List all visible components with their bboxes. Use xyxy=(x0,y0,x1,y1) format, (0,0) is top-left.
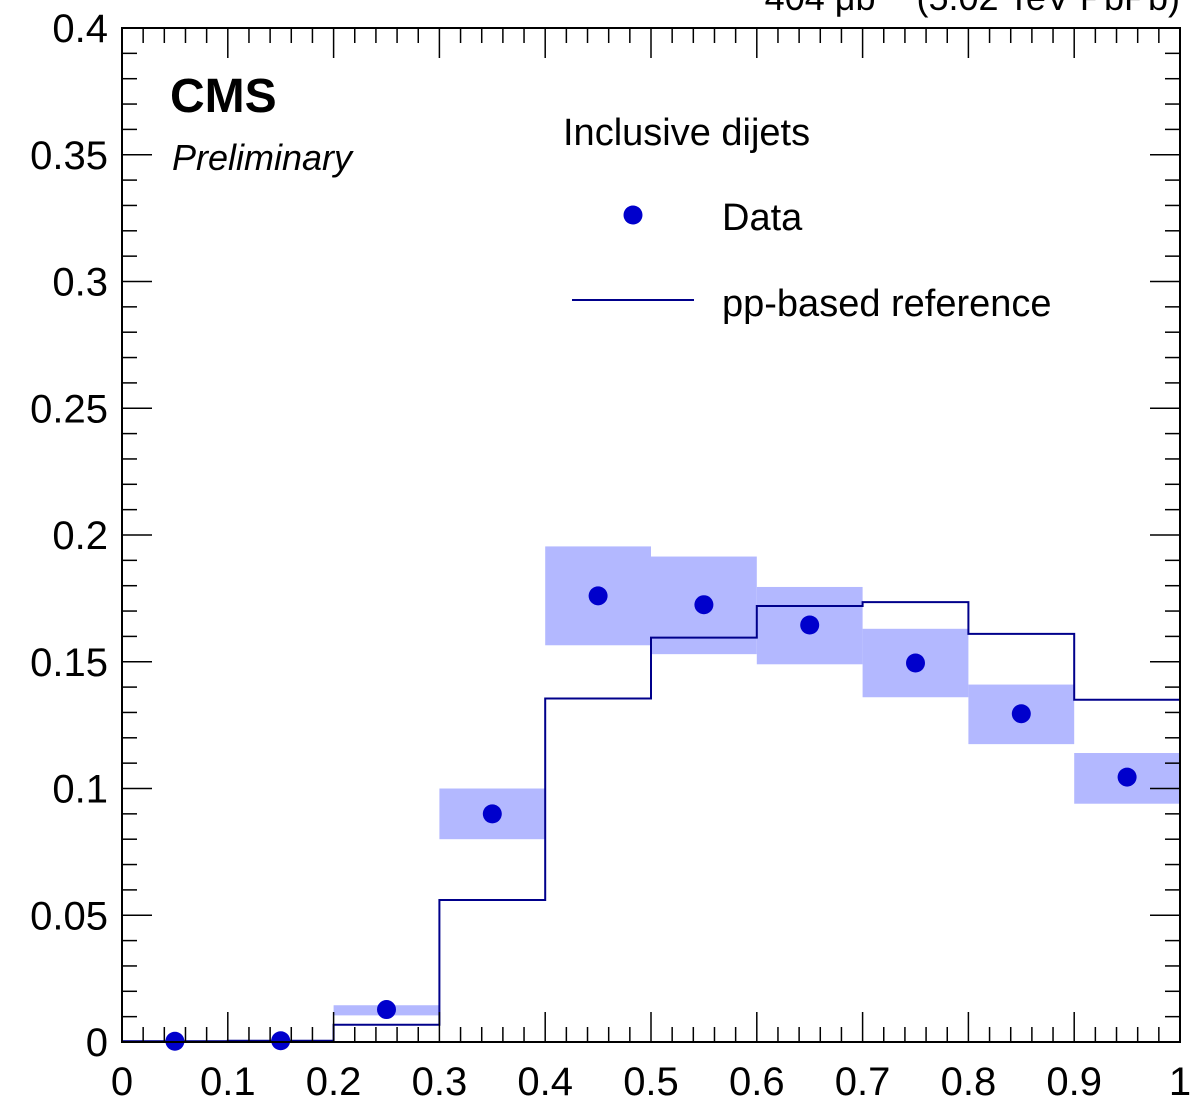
systematic-bands xyxy=(122,546,1180,1042)
x-tick-label: 1 xyxy=(1169,1060,1190,1100)
x-tick-label: 0.3 xyxy=(412,1060,468,1100)
data-point xyxy=(271,1031,291,1051)
y-tick-labels: 0 0.05 0.1 0.15 0.2 0.25 0.3 0.35 0.4 xyxy=(30,7,108,1065)
y-tick-label: 0.35 xyxy=(30,134,108,178)
reference-step-line xyxy=(122,601,1180,1043)
y-tick-label: 0.2 xyxy=(52,514,108,558)
reference-step-path xyxy=(122,601,1180,1043)
axis-ticks xyxy=(121,27,1181,1043)
y-tick-label: 0.25 xyxy=(30,387,108,431)
x-tick-label: 0.2 xyxy=(306,1060,362,1100)
legend-title: Inclusive dijets xyxy=(563,112,810,154)
data-point xyxy=(482,804,502,824)
y-tick-label: 0.15 xyxy=(30,641,108,685)
x-tick-label: 0.6 xyxy=(729,1060,785,1100)
data-point xyxy=(377,1000,396,1020)
data-point xyxy=(1011,704,1031,724)
experiment-label: CMS xyxy=(170,70,277,123)
y-tick-label: 0.1 xyxy=(52,768,108,812)
lumi-label: 404 μb⁻¹ (5.02 TeV PbPb) xyxy=(765,0,1180,18)
y-tick-label: 0 xyxy=(86,1021,108,1065)
data-point xyxy=(800,615,820,635)
x-tick-label: 0.4 xyxy=(517,1060,573,1100)
y-tick-label: 0.05 xyxy=(30,894,108,938)
plot-frame xyxy=(121,27,1181,1043)
y-tick-label: 0.3 xyxy=(52,261,108,305)
legend-reference-label: pp-based reference xyxy=(722,283,1052,325)
y-tick-label: 0.4 xyxy=(52,7,108,51)
x-tick-label: 0.8 xyxy=(941,1060,997,1100)
x-tick-label: 0.5 xyxy=(623,1060,679,1100)
data-point xyxy=(694,595,714,615)
x-tick-label: 0.1 xyxy=(200,1060,256,1100)
x-tick-label: 0.7 xyxy=(835,1060,891,1100)
legend-data-label: Data xyxy=(722,197,803,239)
data-point xyxy=(906,653,925,673)
data-point xyxy=(1117,767,1137,787)
data-point xyxy=(588,586,608,606)
x-tick-label: 0 xyxy=(111,1060,133,1100)
legend-data-marker xyxy=(623,205,643,225)
legend: Inclusive dijets Data pp-based reference xyxy=(563,112,1052,325)
data-points xyxy=(165,586,1137,1051)
status-label: Preliminary xyxy=(172,137,354,178)
x-tick-label: 0.9 xyxy=(1046,1060,1102,1100)
x-tick-labels: 0 0.1 0.2 0.3 0.4 0.5 0.6 0.7 0.8 0.9 1 xyxy=(111,1060,1190,1100)
